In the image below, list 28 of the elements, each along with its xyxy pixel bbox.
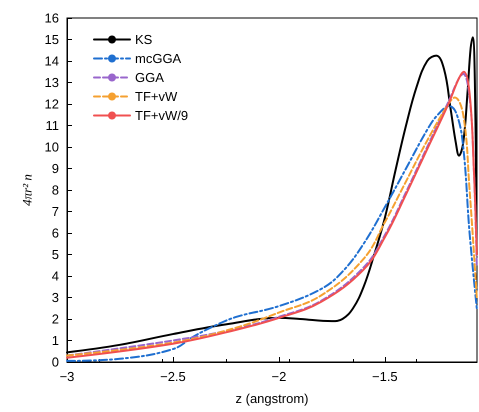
x-tick-label: −2 xyxy=(271,369,286,384)
legend-label: TF+vW/9 xyxy=(135,108,188,123)
y-tick-label: 12 xyxy=(44,96,59,112)
y-tick-label: 10 xyxy=(44,140,59,154)
y-tick-label: 9 xyxy=(52,161,59,176)
x-tick-label: −1.5 xyxy=(372,369,398,384)
y-tick-label: 6 xyxy=(52,226,59,240)
y-tick-label: 13 xyxy=(44,75,59,90)
legend-label: KS xyxy=(135,32,153,47)
y-tick-label: 15 xyxy=(44,32,59,47)
x-axis-title: z (angstrom) xyxy=(236,391,308,406)
legend-label: TF+vW xyxy=(135,89,178,104)
y-tick-label: 1 xyxy=(52,333,59,348)
x-tick-label: −3 xyxy=(60,369,74,384)
y-tick-label: 4 xyxy=(52,268,59,284)
legend-label: GGA xyxy=(135,70,164,85)
y-tick-label: 2 xyxy=(52,312,59,326)
y-tick-label: 14 xyxy=(44,54,59,68)
y-tick-label: 16 xyxy=(44,10,59,26)
y-tick-label: 5 xyxy=(52,247,59,262)
y-tick-label: 11 xyxy=(46,118,59,133)
legend-label: mcGGA xyxy=(135,51,182,66)
x-tick-label: −2.5 xyxy=(160,369,186,384)
y-tick-label: 7 xyxy=(52,204,59,219)
y-tick-label: 8 xyxy=(52,182,59,198)
y-axis-title: 4πr² n xyxy=(20,174,35,206)
y-tick-label: 0 xyxy=(52,354,59,370)
y-tick-label: 3 xyxy=(52,290,59,305)
